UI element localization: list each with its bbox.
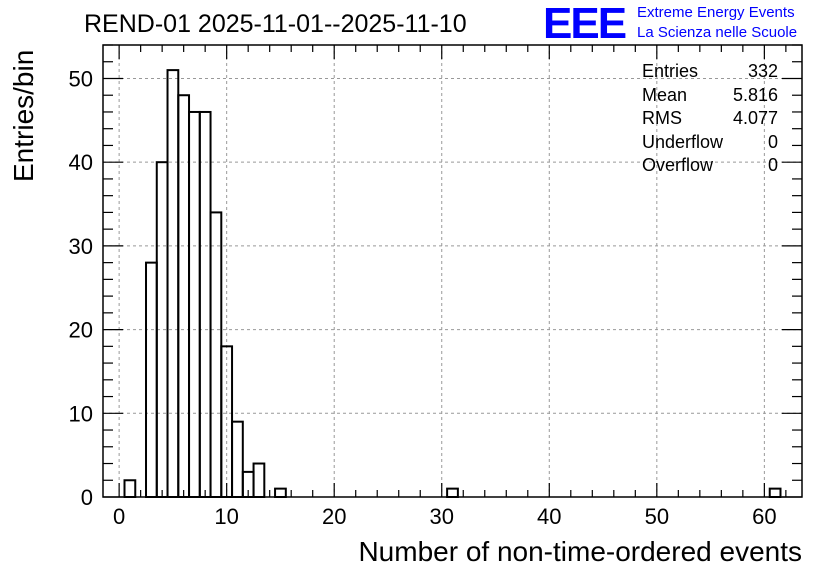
x-tick-label: 30: [430, 504, 454, 529]
stats-value: 5.816: [732, 84, 778, 105]
x-axis-label: Number of non-time-ordered events: [358, 536, 802, 567]
stats-row-overflow: Overflow 0: [642, 154, 778, 178]
x-tick-label: 0: [113, 504, 125, 529]
stats-row-entries: Entries 332: [642, 60, 778, 84]
stats-box: Entries 332 Mean 5.816 RMS 4.077 Underfl…: [642, 60, 778, 178]
y-tick-label: 50: [69, 66, 93, 91]
histogram-bar: [177, 94, 191, 498]
y-tick-label: 0: [81, 485, 93, 510]
stats-label: Overflow: [642, 155, 714, 175]
stats-value: 332: [747, 61, 778, 81]
x-tick-label: 20: [322, 504, 346, 529]
histogram-bar: [145, 261, 158, 499]
histogram-bar: [274, 487, 287, 499]
stats-value: 4.077: [732, 108, 778, 128]
histogram-bar: [123, 479, 137, 498]
stats-label: RMS: [642, 108, 682, 128]
stats-label: Mean: [642, 84, 688, 105]
x-tick-label: 40: [537, 504, 561, 529]
logo-line-1: Extreme Energy Events: [637, 4, 795, 21]
histogram-bar: [188, 110, 201, 499]
stats-row-underflow: Underflow 0: [642, 131, 778, 155]
logo-line-2: La Scienza nelle Scuole: [637, 24, 798, 41]
stats-value: 0: [767, 131, 778, 152]
histogram-bar: [252, 462, 266, 499]
histogram-bar: [768, 487, 782, 499]
y-tick-label: 20: [69, 318, 93, 343]
stats-row-rms: RMS 4.077: [642, 107, 778, 131]
y-tick-label: 40: [69, 150, 93, 175]
histogram-bar: [446, 487, 459, 499]
histogram-bar: [166, 69, 180, 498]
histogram-bar: [198, 110, 212, 499]
x-tick-label: 10: [214, 504, 238, 529]
x-tick-label: 60: [752, 504, 776, 529]
plot-title: REND-01 2025-11-01--2025-11-10: [84, 10, 467, 38]
logo-caption: Extreme Energy Events La Scienza nelle S…: [637, 3, 797, 43]
stats-label: Underflow: [642, 131, 724, 152]
stats-row-mean: Mean 5.816: [642, 84, 778, 108]
y-tick-label: 10: [69, 401, 93, 426]
x-tick-label: 50: [645, 504, 669, 529]
histogram-bar: [209, 211, 223, 498]
logo-mark: EEE: [543, 2, 626, 42]
y-axis-label: Entries/bin: [8, 49, 39, 182]
stats-value: 0: [767, 155, 778, 175]
histogram-bar: [220, 345, 234, 499]
histogram-bar: [231, 420, 244, 498]
plot-frame: [102, 44, 803, 498]
eee-logo: EEE: [543, 2, 628, 42]
y-tick-label: 30: [69, 234, 93, 259]
stats-label: Entries: [642, 61, 699, 81]
